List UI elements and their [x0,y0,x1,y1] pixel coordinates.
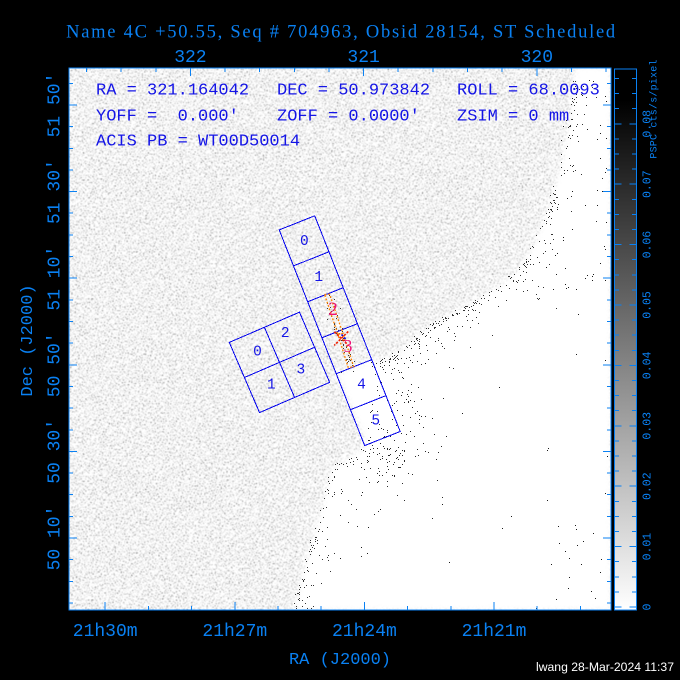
svg-text:PSPC cts/s/pixel: PSPC cts/s/pixel [649,59,661,158]
svg-text:21h24m: 21h24m [332,622,397,642]
svg-text:1: 1 [314,270,323,286]
svg-text:3: 3 [297,363,306,379]
svg-text:2: 2 [328,299,338,320]
svg-text:lwang 28-Mar-2024 11:37: lwang 28-Mar-2024 11:37 [536,660,674,674]
svg-text:0: 0 [253,344,262,360]
svg-text:0.08: 0.08 [642,110,655,138]
svg-text:21h30m: 21h30m [73,622,138,642]
svg-text:0.02: 0.02 [642,472,655,500]
svg-text:1: 1 [267,378,276,394]
svg-text:0.04: 0.04 [642,352,655,380]
svg-text:0: 0 [642,603,655,610]
svg-text:3: 3 [344,336,353,356]
svg-text:51 10': 51 10' [46,246,66,311]
svg-text:ACIS PB = WT00D50014: ACIS PB = WT00D50014 [96,133,300,152]
svg-text:YOFF = 0.000': YOFF = 0.000' [96,108,239,127]
svg-text:ZSIM = 0 mm: ZSIM = 0 mm [457,108,569,127]
svg-text:2: 2 [281,326,290,342]
svg-text:321: 321 [347,48,379,68]
svg-text:0.01: 0.01 [642,533,655,561]
svg-text:4: 4 [357,378,366,394]
svg-text:Name 4C +50.55, Seq # 704963,: Name 4C +50.55, Seq # 704963, Obsid 2815… [66,23,617,43]
svg-text:0: 0 [300,234,309,250]
svg-text:Dec (J2000): Dec (J2000) [19,284,38,396]
svg-text:DEC = 50.973842: DEC = 50.973842 [277,82,430,101]
svg-text:50 30': 50 30' [46,419,66,484]
svg-text:51 30': 51 30' [46,159,66,224]
svg-text:0.07: 0.07 [642,170,655,198]
svg-text:5: 5 [371,414,380,430]
svg-text:0.03: 0.03 [642,412,655,440]
svg-text:RA = 321.164042: RA = 321.164042 [96,82,249,101]
svg-text:0.06: 0.06 [642,231,655,259]
svg-text:RA (J2000): RA (J2000) [289,651,391,670]
svg-text:50 10': 50 10' [46,506,66,571]
svg-text:ROLL = 68.0093: ROLL = 68.0093 [457,82,600,101]
svg-text:50 50': 50 50' [46,332,66,397]
svg-text:ZOFF = 0.0000': ZOFF = 0.0000' [277,108,420,127]
svg-text:21h21m: 21h21m [462,622,527,642]
svg-text:21h27m: 21h27m [202,622,267,642]
svg-text:322: 322 [174,48,206,68]
svg-text:320: 320 [521,48,553,68]
svg-text:0.05: 0.05 [642,291,655,319]
svg-text:51 50': 51 50' [46,73,66,138]
